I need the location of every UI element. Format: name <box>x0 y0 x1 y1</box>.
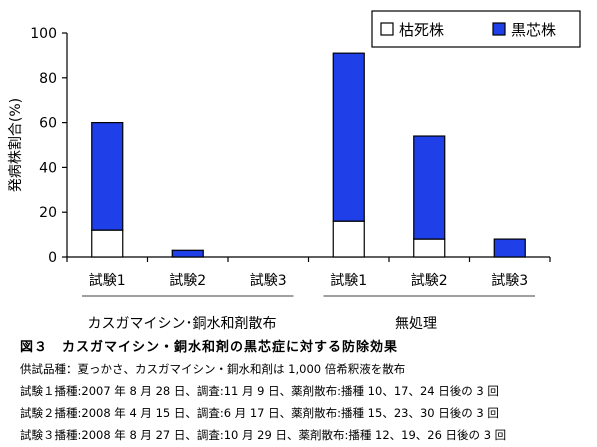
caption-line-trial1: 試験１播種:2007 年 8 月 28 日、調査:11 月 9 日、薬剤散布:播… <box>20 384 499 398</box>
bar-segment-dead <box>332 220 365 258</box>
stacked-bar-chart: 発病株割合(%) 枯死株 黒芯株 カスガマイシン･銅水和剤散布 無処理 0 20 4… <box>7 10 581 332</box>
x-tick-label: 試験1 <box>89 273 126 289</box>
legend-swatch-dead <box>380 22 394 36</box>
legend-swatch-blackcore <box>492 22 506 36</box>
y-tick-label: 80 <box>39 71 57 87</box>
y-tick-label: 60 <box>39 116 57 132</box>
group-label-treated: カスガマイシン･銅水和剤散布 <box>88 316 277 332</box>
bar-segment-blackcore <box>171 249 204 258</box>
bar-segment-blackcore <box>413 135 446 240</box>
legend: 枯死株 黒芯株 <box>371 10 581 48</box>
figure-caption-title: 図３ カスガマイシン・銅水和剤の黒芯症に対する防除効果 <box>20 340 399 355</box>
y-tick-label: 20 <box>39 205 57 221</box>
x-tick-label: 試験1 <box>330 273 367 289</box>
x-tick-label: 試験3 <box>491 273 528 289</box>
x-tick-label: 試験2 <box>411 273 448 289</box>
legend-box <box>371 10 581 48</box>
caption-line-trial3: 試験３播種:2008 年 8 月 27 日、調査:10 月 29 日、薬剤散布:… <box>20 428 507 442</box>
y-tick-label: 0 <box>48 250 57 266</box>
y-tick-label: 100 <box>30 26 57 42</box>
bar-segment-blackcore <box>91 121 124 231</box>
y-axis-label: 発病株割合(%) <box>7 98 24 192</box>
caption-line-trial2: 試験２播種:2008 年 4 月 15 日、調査:6 月 17 日、薬剤散布:播… <box>20 406 499 420</box>
legend-label-blackcore: 黒芯株 <box>511 21 556 39</box>
x-tick-label: 試験2 <box>169 273 206 289</box>
caption-line-cultivar: 供試品種：夏っかさ、カスガマイシン・銅水和剤は 1,000 倍希釈液を散布 <box>20 362 406 376</box>
group-label-untreated: 無処理 <box>395 316 437 332</box>
y-tick-label: 40 <box>39 160 57 176</box>
bar-segment-dead <box>91 229 124 258</box>
bar-segment-blackcore <box>332 52 365 222</box>
x-tick-label: 試験3 <box>250 273 287 289</box>
bar-segment-dead <box>413 238 446 258</box>
bar-segment-blackcore <box>493 238 526 258</box>
legend-label-dead: 枯死株 <box>399 21 444 39</box>
